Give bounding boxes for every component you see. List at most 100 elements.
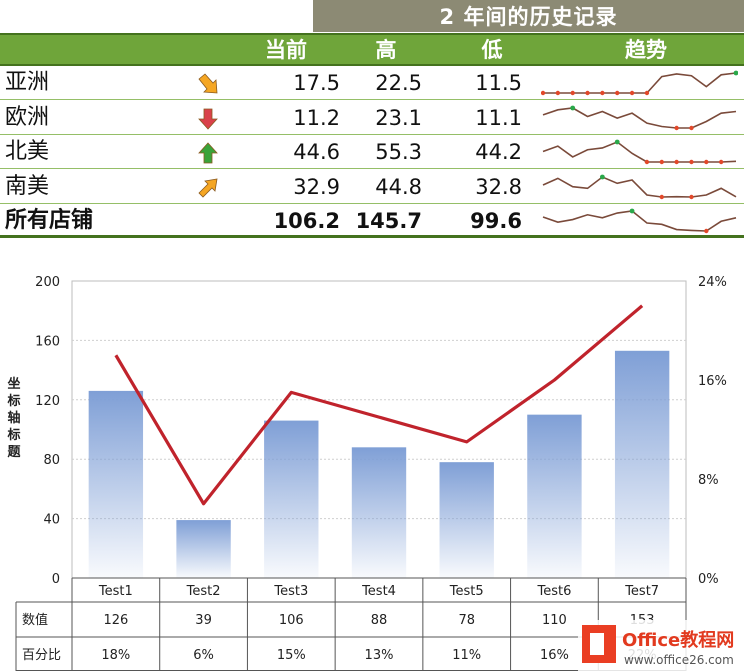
sparkline-low-marker <box>704 159 709 165</box>
line-series <box>114 304 644 506</box>
data-table-cell: 106 <box>279 613 304 628</box>
data-table-cell: 13% <box>365 648 394 663</box>
high-value: 145.7 <box>355 209 422 233</box>
high-value: 22.5 <box>375 71 422 95</box>
sparkline-high-marker <box>629 208 635 214</box>
data-table-cell: 16% <box>540 648 569 663</box>
category-label: Test2 <box>186 584 221 599</box>
sparkline-path <box>542 210 737 232</box>
sparkline-low-marker <box>718 159 724 165</box>
sparkline <box>542 174 737 199</box>
data-table-cell: 110 <box>542 613 567 628</box>
down-right-arrow-icon <box>198 73 218 94</box>
sparkline-path <box>542 106 737 129</box>
sparkline-low-marker <box>644 90 650 96</box>
sparkline-low-marker <box>629 90 635 96</box>
sparkline-low-marker <box>659 194 664 199</box>
category-label: Test7 <box>624 584 659 599</box>
sparkline-high-marker <box>614 139 620 145</box>
y2-tick-label: 24% <box>698 275 727 290</box>
y-axis-title-char: 标 <box>6 393 20 409</box>
sparkline-low-marker <box>585 90 590 96</box>
watermark-logo: Office教程网 www.office26.com <box>578 620 744 672</box>
sparkline-low-marker <box>541 90 546 96</box>
table-row: 南美 32.9 44.8 32.8 <box>0 170 744 204</box>
y-axis-title-char: 轴 <box>7 410 20 426</box>
y-tick-label: 0 <box>52 572 60 587</box>
bar <box>351 447 407 578</box>
bar <box>264 420 319 578</box>
current-value: 32.9 <box>293 174 340 199</box>
low-value: 32.8 <box>475 174 522 199</box>
high-value: 23.1 <box>375 105 422 130</box>
table-header: 当前 高 低 趋势 <box>0 33 744 66</box>
sparkline-low-marker <box>555 90 561 96</box>
y2-tick-label: 8% <box>698 473 719 488</box>
axes: 0 40 80 120 160 200 0% 8% 16% 24% <box>35 275 727 587</box>
up-right-arrow-icon <box>198 178 218 198</box>
y-tick-label: 80 <box>43 453 60 468</box>
bar <box>88 390 144 578</box>
sparkline-path <box>542 141 737 163</box>
sparkline-low-marker <box>674 125 679 130</box>
sparkline <box>542 139 737 165</box>
data-table-cell: 78 <box>458 613 475 628</box>
bar-series <box>88 350 670 578</box>
low-value: 44.2 <box>475 140 522 164</box>
sparkline-low-marker <box>659 159 664 165</box>
header-trend: 趋势 <box>625 38 667 62</box>
category-label: Test3 <box>273 584 308 599</box>
header-high: 高 <box>375 38 397 62</box>
data-table: Test1 Test2 Test3 Test4 Test5 Test6 Test7 数值 126… <box>15 578 687 671</box>
current-value: 44.6 <box>293 140 340 164</box>
sparkline-low-marker <box>704 228 709 234</box>
office-logo-inner <box>590 633 604 655</box>
high-value: 55.3 <box>375 140 422 164</box>
table-row: 欧洲 11.2 23.1 11.1 <box>0 101 744 135</box>
row-region-label: 欧洲 <box>5 104 50 130</box>
table-row: 北美 44.6 55.3 44.2 <box>0 135 744 169</box>
y-axis-title-char: 标 <box>6 427 20 443</box>
data-table-row-label: 数值 <box>22 612 48 628</box>
watermark-brand: Office教程网 <box>622 629 734 651</box>
current-value: 106.2 <box>273 209 340 233</box>
sparkline-low-marker <box>689 125 694 130</box>
y-axis-title-char: 题 <box>7 445 21 460</box>
category-label: Test5 <box>449 584 484 599</box>
row-region-label: 南美 <box>5 173 50 199</box>
bar <box>176 520 231 578</box>
header-low: 低 <box>481 38 503 62</box>
data-table-row-label: 百分比 <box>22 648 61 663</box>
sparkline <box>542 208 737 234</box>
sparkline-high-marker <box>733 70 738 76</box>
bar <box>527 414 582 578</box>
history-title: 2 年间的历史记录 <box>313 0 744 32</box>
sparkline-low-marker <box>674 159 679 165</box>
data-table-cell: 88 <box>371 613 388 628</box>
sparkline-low-marker <box>615 90 620 96</box>
high-value: 44.8 <box>375 174 422 199</box>
table-row: 亚洲 17.5 22.5 11.5 <box>0 66 744 100</box>
y-tick-label: 40 <box>43 513 60 528</box>
sparkline-path <box>542 175 737 198</box>
line-path <box>114 304 644 506</box>
down-arrow-icon <box>198 108 218 130</box>
header-current: 当前 <box>265 38 307 62</box>
data-table-cell: 126 <box>103 613 128 628</box>
bar <box>439 462 494 578</box>
watermark-url: www.office26.com <box>624 653 734 667</box>
y-tick-label: 120 <box>35 394 60 409</box>
row-region-label: 北美 <box>5 139 50 164</box>
sparkline-high-marker <box>570 105 576 110</box>
data-table-cell: 11% <box>452 648 481 663</box>
sparkline-low-marker <box>570 90 575 96</box>
y-tick-label: 200 <box>35 275 60 290</box>
low-value: 11.1 <box>475 105 522 130</box>
low-value: 11.5 <box>475 71 522 95</box>
current-value: 17.5 <box>293 71 340 95</box>
sparkline <box>542 105 737 130</box>
sparkline-low-marker <box>689 159 694 165</box>
row-region-label: 亚洲 <box>5 70 50 95</box>
data-table-cell: 18% <box>101 648 130 663</box>
